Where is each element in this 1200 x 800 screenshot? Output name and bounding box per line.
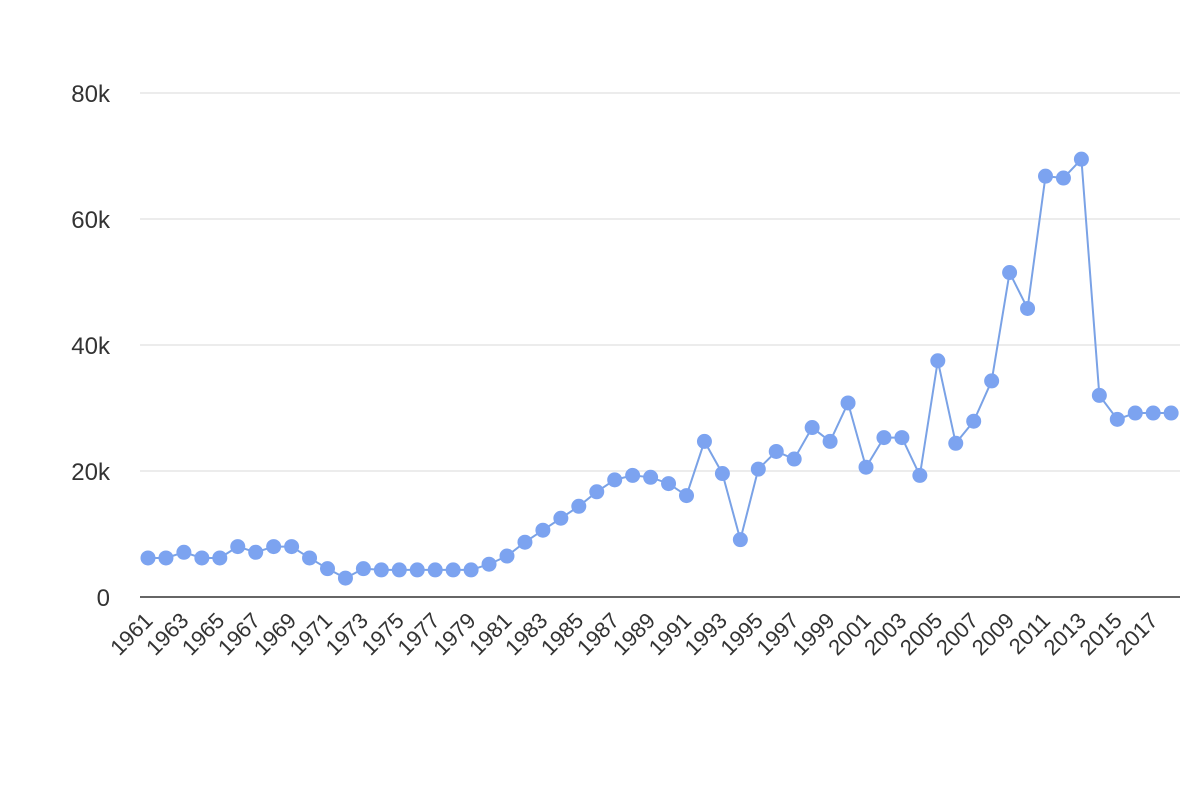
data-point xyxy=(948,435,964,451)
data-point xyxy=(912,467,928,483)
data-point xyxy=(661,476,677,492)
data-point xyxy=(894,430,910,446)
y-axis-tick-labels: 0 20k 40k 60k 80k xyxy=(71,81,111,612)
data-point xyxy=(589,484,605,500)
y-tick-label: 60k xyxy=(71,207,111,234)
x-axis-tick-labels: 1961196319651967196919711973197519771979… xyxy=(105,608,1162,660)
data-point xyxy=(643,469,659,485)
y-tick-label: 20k xyxy=(71,459,111,486)
x-tick-label: 2017 xyxy=(1110,608,1162,660)
grid-lines xyxy=(140,92,1180,472)
data-point xyxy=(517,534,533,550)
data-point xyxy=(625,467,641,483)
data-point xyxy=(176,544,192,560)
data-point xyxy=(391,562,407,578)
y-tick-label: 40k xyxy=(71,333,111,360)
data-point xyxy=(481,556,497,572)
data-point xyxy=(194,550,210,566)
data-point xyxy=(535,522,551,538)
data-point xyxy=(284,539,300,555)
data-point xyxy=(858,459,874,475)
data-point xyxy=(1038,168,1053,184)
data-point xyxy=(696,433,712,449)
data-point xyxy=(248,544,264,560)
data-point xyxy=(750,461,766,477)
data-point xyxy=(1145,405,1161,421)
data-point xyxy=(1109,411,1125,427)
data-point xyxy=(804,420,820,436)
data-point xyxy=(714,466,730,482)
data-point xyxy=(786,451,802,467)
data-point xyxy=(320,561,335,577)
y-tick-label: 80k xyxy=(71,81,111,108)
data-point xyxy=(355,561,371,577)
data-point xyxy=(984,373,1000,389)
data-point xyxy=(1020,300,1036,316)
data-point xyxy=(302,550,318,566)
data-point xyxy=(1055,170,1071,186)
data-point xyxy=(732,532,748,548)
data-point xyxy=(230,539,246,555)
data-point xyxy=(1073,151,1089,167)
data-point xyxy=(768,443,784,459)
data-point xyxy=(427,562,443,578)
data-point xyxy=(607,472,623,488)
data-point xyxy=(553,510,569,526)
data-point xyxy=(822,433,838,449)
data-point xyxy=(1091,387,1107,403)
data-point xyxy=(1002,265,1018,281)
data-point xyxy=(1163,405,1179,421)
data-point xyxy=(409,562,425,578)
data-point xyxy=(373,562,389,578)
data-point xyxy=(158,550,174,566)
data-point xyxy=(966,413,982,429)
data-point xyxy=(337,570,353,586)
data-point xyxy=(140,550,156,566)
y-tick-label: 0 xyxy=(97,585,110,612)
data-point xyxy=(1127,405,1143,421)
data-point xyxy=(499,548,515,564)
data-point xyxy=(679,488,694,504)
data-point xyxy=(445,562,461,578)
series-line xyxy=(148,156,1172,580)
data-point xyxy=(876,430,892,446)
data-point xyxy=(463,562,479,578)
data-point xyxy=(212,550,228,566)
data-point xyxy=(930,353,946,369)
data-points xyxy=(140,151,1179,586)
data-point xyxy=(840,395,856,411)
data-point xyxy=(266,539,282,555)
data-point xyxy=(571,498,587,514)
